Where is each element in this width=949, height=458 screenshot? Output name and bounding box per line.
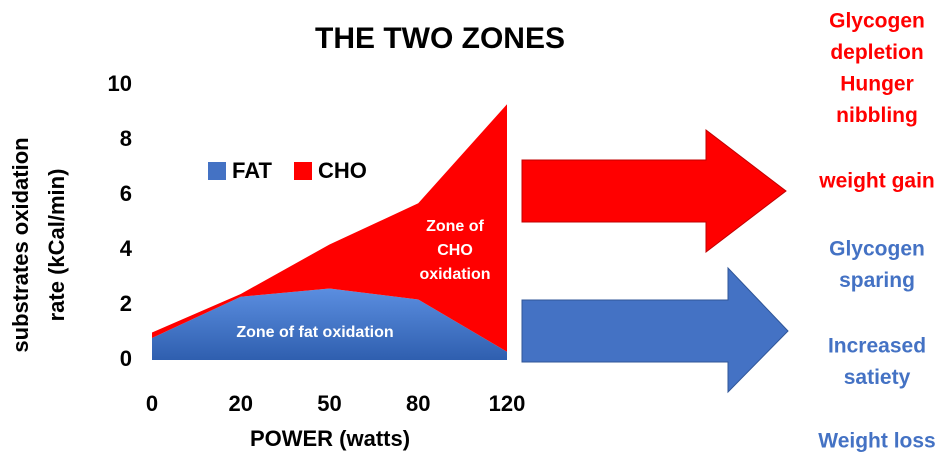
side-note: Glycogen xyxy=(829,238,925,261)
side-note: Hunger xyxy=(840,73,914,96)
arrow-blue xyxy=(521,266,789,394)
x-tick-label: 20 xyxy=(229,391,253,416)
side-note: weight gain xyxy=(818,170,935,193)
side-note: nibbling xyxy=(836,104,918,127)
area-cho xyxy=(152,104,507,352)
y-tick-label: 8 xyxy=(120,126,132,151)
annotation: oxidation xyxy=(419,266,490,283)
legend-label: FAT xyxy=(232,158,272,183)
side-note: sparing xyxy=(839,269,915,292)
x-axis-label: POWER (watts) xyxy=(250,426,410,451)
x-tick-label: 0 xyxy=(146,391,158,416)
side-note: satiety xyxy=(844,366,911,389)
area-fat xyxy=(152,288,507,360)
annotation: Zone of fat oxidation xyxy=(236,324,393,341)
legend-label: CHO xyxy=(318,158,367,183)
chart-title: THE TWO ZONES xyxy=(315,22,565,55)
x-tick-label: 80 xyxy=(406,391,430,416)
side-note: depletion xyxy=(830,41,923,64)
y-tick-label: 4 xyxy=(120,236,133,261)
side-note: Increased xyxy=(828,335,926,358)
y-tick-label: 10 xyxy=(108,71,132,96)
y-axis-label: substrates oxidation xyxy=(8,137,33,352)
x-tick-label: 50 xyxy=(317,391,341,416)
side-note: Glycogen xyxy=(829,10,925,33)
y-tick-label: 0 xyxy=(120,346,132,371)
y-axis-label: rate (kCal/min) xyxy=(44,169,69,322)
legend-swatch xyxy=(294,162,312,180)
side-note: Weight loss xyxy=(818,430,935,453)
x-tick-label: 120 xyxy=(489,391,526,416)
y-tick-label: 6 xyxy=(120,181,132,206)
legend-swatch xyxy=(208,162,226,180)
annotation: Zone of xyxy=(426,218,484,235)
annotation: CHO xyxy=(437,242,473,259)
arrow-red xyxy=(521,128,787,254)
y-tick-label: 2 xyxy=(120,291,132,316)
